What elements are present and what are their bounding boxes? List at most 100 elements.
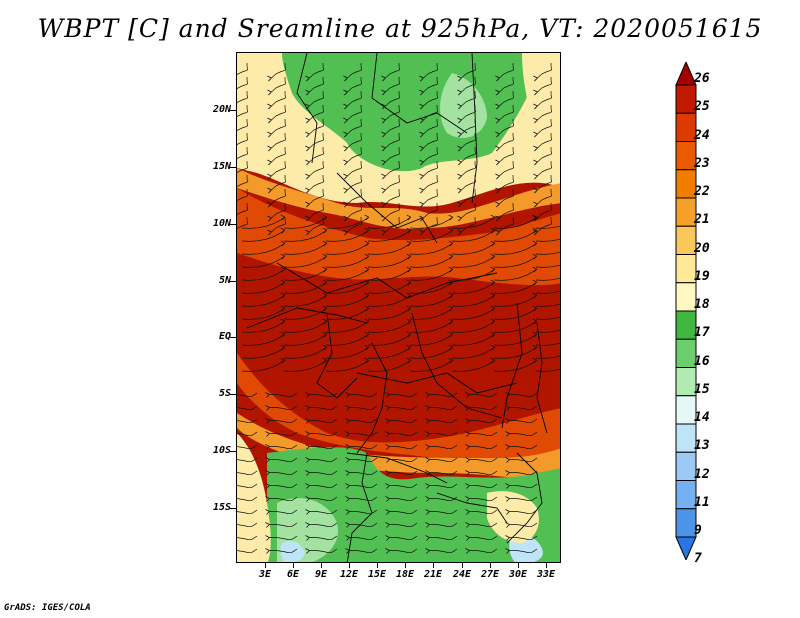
streamline-arrow — [495, 131, 500, 138]
south-orange-region — [237, 413, 560, 483]
streamline — [349, 405, 378, 411]
streamline — [237, 118, 249, 132]
streamline — [309, 146, 325, 163]
streamline — [269, 444, 298, 450]
streamline-arrow — [490, 266, 496, 273]
streamline — [409, 359, 453, 372]
streamline-arrow — [305, 457, 310, 463]
streamline-arrow — [280, 266, 286, 273]
streamline — [499, 104, 515, 121]
streamline — [237, 202, 249, 216]
streamline-arrow — [505, 522, 510, 528]
streamline — [499, 118, 515, 135]
streamline-arrow — [343, 103, 348, 110]
streamline — [325, 268, 369, 281]
streamline — [349, 509, 378, 515]
streamline-arrow — [490, 227, 496, 234]
streamline-arrow — [532, 305, 538, 312]
streamline-arrow — [448, 279, 454, 286]
streamline — [423, 216, 439, 233]
streamline-arrow — [364, 266, 370, 273]
streamline — [367, 320, 411, 333]
streamline-arrow — [533, 173, 538, 180]
colorbar-label: 21 — [694, 212, 710, 228]
streamline — [451, 281, 495, 294]
lon-label: 15E — [367, 569, 387, 580]
streamline-arrow — [448, 292, 454, 299]
streamline — [367, 359, 411, 372]
streamline-arrow — [425, 444, 430, 450]
streamline — [389, 496, 418, 502]
streamline — [367, 346, 411, 359]
streamline-arrow — [345, 483, 350, 489]
streamline — [349, 457, 378, 463]
streamline-arrow — [381, 75, 386, 82]
streamline — [469, 548, 498, 554]
colorbar-label: 16 — [694, 353, 710, 369]
streamline — [429, 405, 458, 411]
country-border — [471, 53, 478, 204]
streamline-arrow — [465, 444, 470, 450]
streamline-arrow — [533, 89, 538, 96]
streamline — [537, 90, 553, 107]
streamline — [367, 307, 411, 320]
streamline — [241, 255, 285, 268]
streamline-arrow — [532, 214, 538, 221]
streamline-arrow — [495, 187, 500, 194]
streamline — [237, 418, 258, 424]
colorbar-label: 17 — [694, 325, 710, 341]
streamline-arrow — [345, 444, 350, 450]
streamline-arrow — [343, 187, 348, 194]
streamline-arrow — [465, 548, 470, 554]
streamline-arrow — [465, 392, 470, 398]
streamline — [451, 242, 495, 255]
streamline — [493, 255, 537, 268]
streamline — [325, 320, 369, 333]
streamline — [451, 320, 495, 333]
streamline-arrow — [345, 392, 350, 398]
streamline-arrow — [305, 229, 310, 236]
streamline — [241, 268, 285, 281]
streamline-arrow — [385, 522, 390, 528]
streamline — [237, 132, 249, 146]
streamline — [325, 281, 369, 294]
streamline — [347, 76, 363, 93]
streamline — [309, 118, 325, 135]
streamline-arrow — [465, 496, 470, 502]
streamline-arrow — [505, 392, 510, 398]
lon-label: 33E — [536, 569, 556, 580]
streamline — [349, 548, 378, 554]
streamline — [461, 146, 477, 163]
streamline — [237, 62, 249, 76]
streamline-arrow — [425, 392, 430, 398]
streamline-arrow — [419, 173, 424, 180]
colorbar-triangle-bottom — [675, 536, 697, 560]
country-border — [411, 312, 503, 419]
lat-label: 5N — [218, 275, 231, 286]
streamline-arrow — [505, 535, 510, 541]
streamline-arrow — [265, 509, 270, 515]
streamline — [349, 522, 378, 528]
streamline-arrow — [457, 201, 462, 208]
country-border — [506, 452, 543, 544]
streamline — [493, 333, 537, 346]
south-green-region — [267, 447, 560, 562]
streamline — [237, 548, 258, 554]
lat-label: EQ — [218, 331, 231, 342]
streamline — [451, 268, 495, 281]
streamline-arrow — [280, 292, 286, 299]
streamline — [493, 229, 537, 242]
streamline — [237, 392, 258, 398]
streamline — [271, 104, 287, 121]
streamline — [409, 216, 453, 229]
streamline-arrow — [419, 229, 424, 236]
streamline — [309, 470, 338, 476]
streamline-arrow — [267, 229, 272, 236]
streamline — [349, 483, 378, 489]
streamline-arrow — [364, 344, 370, 351]
streamline — [535, 329, 560, 333]
streamline — [385, 76, 401, 93]
streamline — [283, 268, 327, 281]
streamline — [499, 132, 515, 149]
streamline — [237, 104, 249, 118]
